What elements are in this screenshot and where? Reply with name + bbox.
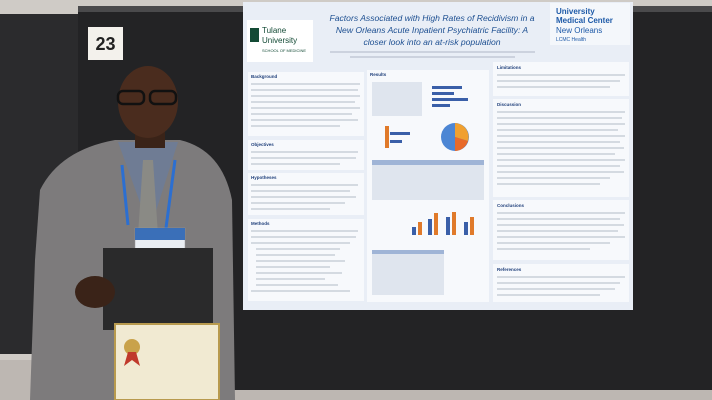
section-heading: Hypotheses	[251, 175, 277, 180]
panel	[248, 72, 364, 136]
panel	[493, 200, 629, 260]
text-lines	[497, 212, 625, 250]
right-logo-line: LCMC Health	[556, 37, 586, 43]
section-heading: References	[497, 267, 522, 272]
text-lines	[251, 230, 358, 292]
figure-shape	[372, 82, 422, 116]
ribbon	[124, 352, 140, 366]
figure-shape	[470, 217, 474, 235]
left-logo-line: SCHOOL OF MEDICINE	[262, 48, 306, 53]
figure-shape	[452, 212, 456, 235]
poster-title: closer look into an at-risk population	[363, 37, 500, 47]
figure-shape	[428, 219, 432, 235]
section-heading: Objectives	[251, 142, 274, 147]
folder	[103, 248, 213, 330]
figure-shape	[432, 92, 454, 95]
figure-shape	[412, 227, 416, 235]
panel	[248, 219, 364, 301]
panel	[493, 62, 629, 96]
glasses	[116, 89, 146, 106]
panel	[248, 173, 364, 215]
section-heading: Background	[251, 74, 278, 79]
section-heading: Results	[370, 72, 387, 77]
figure-shape	[372, 160, 484, 165]
badge-band	[135, 228, 185, 240]
figure-shape	[455, 123, 469, 141]
right-logo-line: New Orleans	[556, 26, 602, 35]
figure-shape	[464, 222, 468, 235]
tie	[138, 160, 158, 248]
figure-shape	[372, 250, 444, 254]
figure-shape	[434, 213, 438, 235]
right-logo-line: Medical Center	[556, 16, 613, 25]
text-lines	[251, 83, 360, 127]
left-logo-line: Tulane	[262, 26, 287, 35]
seal	[124, 339, 140, 355]
figure-shape	[432, 86, 462, 89]
section-heading: Methods	[251, 221, 270, 226]
right-logo-line: University	[556, 7, 595, 16]
text-lines	[497, 74, 625, 88]
hand	[75, 276, 115, 308]
poster-title: New Orleans Acute Inpatient Psychiatric …	[336, 25, 529, 35]
figure-shape	[432, 98, 468, 101]
right-logo-box	[550, 3, 630, 45]
panel	[248, 140, 364, 170]
text-lines	[497, 276, 625, 296]
lanyard	[120, 159, 177, 229]
person	[30, 66, 235, 400]
figure-shape	[372, 250, 444, 295]
left-logo-line: University	[262, 36, 297, 45]
figure-shape	[446, 217, 450, 235]
number-card	[88, 27, 123, 60]
figure-shape	[390, 140, 402, 143]
figure-shape	[432, 104, 450, 107]
text-lines	[251, 151, 358, 165]
poster-title: Factors Associated with High Rates of Re…	[329, 13, 534, 23]
text-lines	[251, 184, 358, 210]
figure-shape	[418, 222, 422, 235]
head	[118, 66, 178, 138]
figure-shape	[385, 126, 389, 148]
figure-shape	[372, 160, 484, 200]
section-heading: Conclusions	[497, 203, 524, 208]
text-lines	[497, 111, 625, 185]
glasses	[148, 89, 178, 106]
poster: Tulane University SCHOOL OF MEDICINE Fac…	[243, 2, 633, 310]
section-heading: Limitations	[497, 65, 521, 70]
results-figures	[372, 82, 484, 295]
figure-shape	[390, 132, 410, 135]
board-number: 23	[95, 34, 115, 54]
figure-shape	[455, 137, 468, 151]
certificate	[114, 323, 220, 400]
section-heading: Discussion	[497, 102, 521, 107]
logo-shield	[250, 28, 259, 42]
